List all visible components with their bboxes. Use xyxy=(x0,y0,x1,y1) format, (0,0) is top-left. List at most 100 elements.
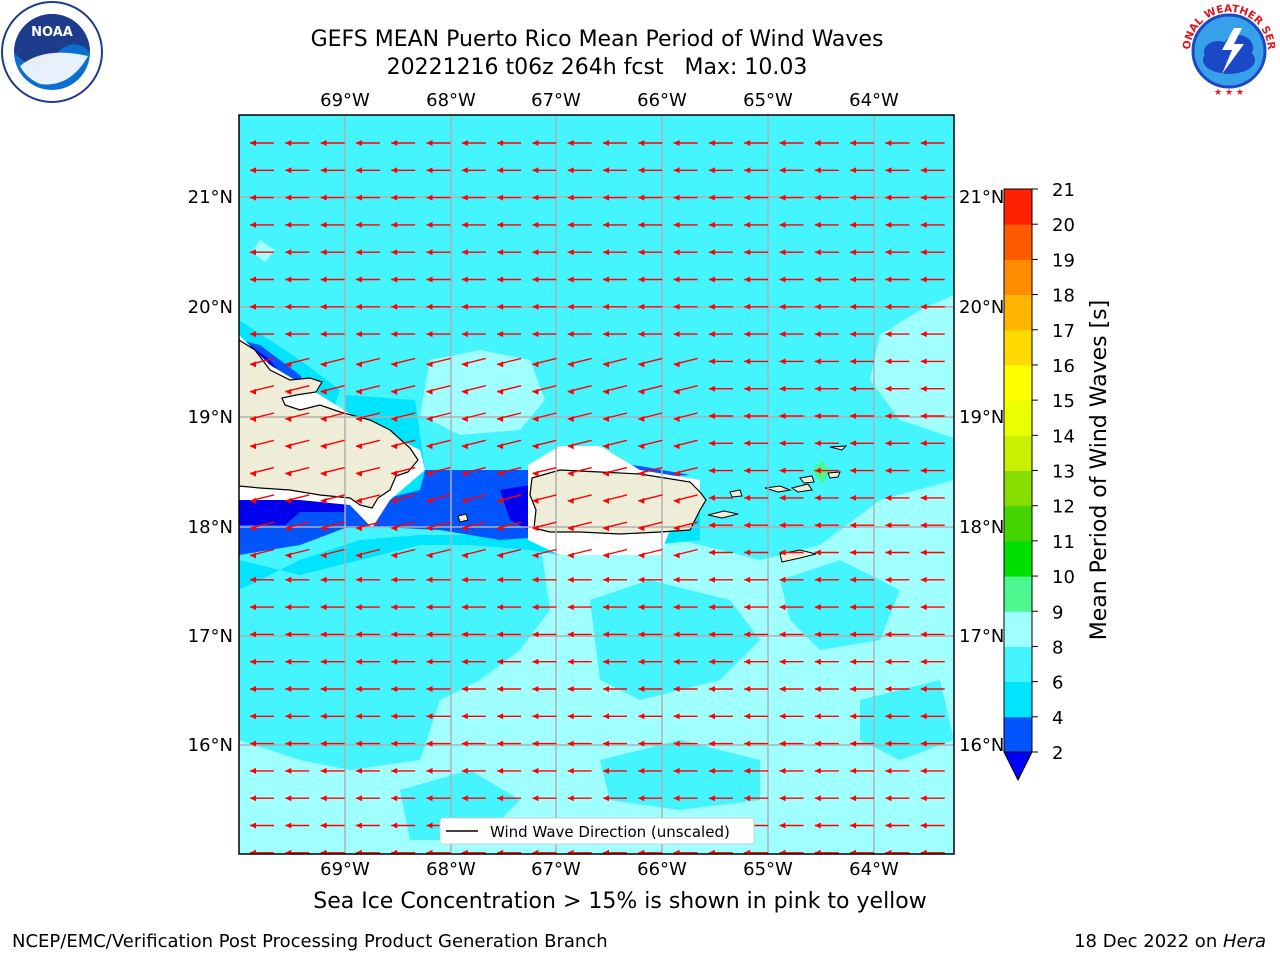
wind-wave-arrow-head xyxy=(779,686,786,692)
wind-wave-arrow-head xyxy=(920,549,927,556)
wind-wave-arrow-head xyxy=(708,467,715,474)
wind-wave-arrow-head xyxy=(461,140,468,146)
wind-wave-arrow-head xyxy=(744,440,751,447)
colorbar-tick-label: 20 xyxy=(1052,215,1075,236)
wind-wave-arrow-head xyxy=(779,331,786,338)
wind-wave-arrow-head xyxy=(426,740,433,747)
wind-wave-arrow-head xyxy=(355,767,362,774)
wind-wave-arrow-head xyxy=(426,631,433,638)
wind-wave-arrow-head xyxy=(744,331,751,338)
wind-wave-arrow-head xyxy=(814,167,821,174)
wind-wave-arrow-head xyxy=(391,604,398,611)
wind-wave-arrow-head xyxy=(285,443,292,450)
wind-wave-arrow-head xyxy=(744,194,751,201)
wind-wave-arrow-head xyxy=(250,631,256,638)
wind-wave-arrow-head xyxy=(638,552,645,559)
wind-wave-arrow-head xyxy=(744,740,751,747)
wind-wave-arrow-head xyxy=(250,525,256,532)
wind-wave-arrow-head xyxy=(850,713,857,720)
wind-wave-arrow-head xyxy=(497,686,504,692)
wind-wave-arrow-head xyxy=(638,686,645,692)
wind-wave-arrow-head xyxy=(532,767,539,774)
wind-wave-arrow-head xyxy=(850,194,857,201)
wind-wave-arrow-head xyxy=(638,795,645,802)
wind-wave-arrow-head xyxy=(497,140,504,146)
wind-wave-arrow-head xyxy=(673,740,680,747)
wind-wave-arrow-head xyxy=(355,167,362,174)
arrow-legend: Wind Wave Direction (unscaled) xyxy=(439,817,755,845)
wind-wave-arrow-head xyxy=(885,358,892,365)
wind-wave-arrow-head xyxy=(461,658,468,665)
wind-wave-arrow-head xyxy=(673,795,680,802)
wind-wave-arrow-head xyxy=(638,140,645,146)
colorbar-tick-label: 2 xyxy=(1052,743,1063,764)
wind-wave-arrow-head xyxy=(320,525,327,532)
colorbar-swatch xyxy=(1004,611,1032,647)
legend-label: Wind Wave Direction (unscaled) xyxy=(490,823,730,841)
wind-wave-arrow-head xyxy=(567,740,574,747)
wind-wave-arrow-head xyxy=(814,331,821,338)
wind-wave-arrow-head xyxy=(391,388,398,395)
axis-labels: 69°W 68°W 67°W 66°W 65°W 64°W 69°W 68°W … xyxy=(188,90,1005,880)
colorbar-tick-label: 17 xyxy=(1052,321,1075,342)
wind-wave-arrow-head xyxy=(638,221,645,228)
wind-wave-arrow-head xyxy=(673,443,680,450)
wind-wave-arrow-head xyxy=(497,416,504,422)
wind-wave-arrow-head xyxy=(638,470,645,477)
wind-wave-arrow-head xyxy=(814,385,821,392)
wind-wave-arrow-head xyxy=(603,658,609,665)
wind-wave-arrow-head xyxy=(320,167,327,174)
wind-wave-arrow-head xyxy=(814,631,821,638)
wind-wave-arrow-head xyxy=(355,497,362,504)
wind-wave-arrow-head xyxy=(567,416,574,422)
wind-wave-arrow-head xyxy=(250,167,256,174)
wind-wave-arrow-head xyxy=(461,576,468,583)
wind-wave-arrow-head xyxy=(320,140,327,146)
wind-wave-arrow-head xyxy=(744,604,751,611)
wind-wave-arrow-head xyxy=(779,604,786,611)
wind-wave-arrow-head xyxy=(673,303,680,310)
wind-wave-arrow-head xyxy=(885,494,892,501)
wind-wave-arrow-head xyxy=(532,416,539,422)
wind-wave-arrow-head xyxy=(779,249,786,256)
wind-wave-arrow-head xyxy=(850,549,857,556)
wind-wave-arrow-head xyxy=(320,767,327,774)
wind-wave-arrow-head xyxy=(355,525,362,532)
wind-wave-arrow-head xyxy=(285,194,292,201)
land-mona xyxy=(457,513,469,523)
wind-wave-arrow-head xyxy=(885,822,892,829)
wind-wave-arrow-head xyxy=(814,440,821,447)
wind-wave-arrow-head xyxy=(391,576,398,583)
wind-wave-arrow-head xyxy=(497,249,504,256)
wind-wave-arrow-head xyxy=(885,440,892,447)
wind-wave-arrow-head xyxy=(885,740,892,747)
wind-wave-arrow-head xyxy=(708,631,715,638)
wind-wave-arrow-head xyxy=(673,713,680,720)
wind-wave-arrow-head xyxy=(426,849,433,854)
wind-wave-arrow-head xyxy=(673,388,680,395)
colorbar-swatch xyxy=(1004,470,1032,507)
wind-wave-arrow-head xyxy=(779,385,786,392)
wind-wave-arrow-head xyxy=(355,740,362,747)
wind-wave-arrow-head xyxy=(603,686,609,692)
wind-wave-arrow-head xyxy=(779,194,786,201)
wind-wave-arrow-head xyxy=(320,497,327,504)
wind-wave-arrow-head xyxy=(355,194,362,201)
wind-wave-arrow-head xyxy=(426,167,433,174)
wind-wave-arrow-head xyxy=(391,795,398,802)
wind-wave-arrow-head xyxy=(391,686,398,692)
wind-wave-arrow-head xyxy=(320,849,327,854)
wind-wave-arrow-head xyxy=(920,740,927,747)
wind-wave-arrow-head xyxy=(673,631,680,638)
colorbar-tick-label: 9 xyxy=(1052,602,1063,623)
wind-wave-arrow-head xyxy=(250,497,256,504)
wind-wave-arrow-head xyxy=(391,443,398,450)
wind-wave-arrow-head xyxy=(250,443,256,450)
wind-wave-arrow-head xyxy=(250,388,256,395)
wind-wave-arrow-head xyxy=(708,658,715,665)
wind-wave-arrow-head xyxy=(920,276,927,283)
wind-wave-arrow-head xyxy=(920,167,927,174)
wind-wave-arrow-head xyxy=(779,467,786,474)
wind-wave-arrow-head xyxy=(920,249,927,256)
wind-wave-arrow-head xyxy=(250,303,256,310)
